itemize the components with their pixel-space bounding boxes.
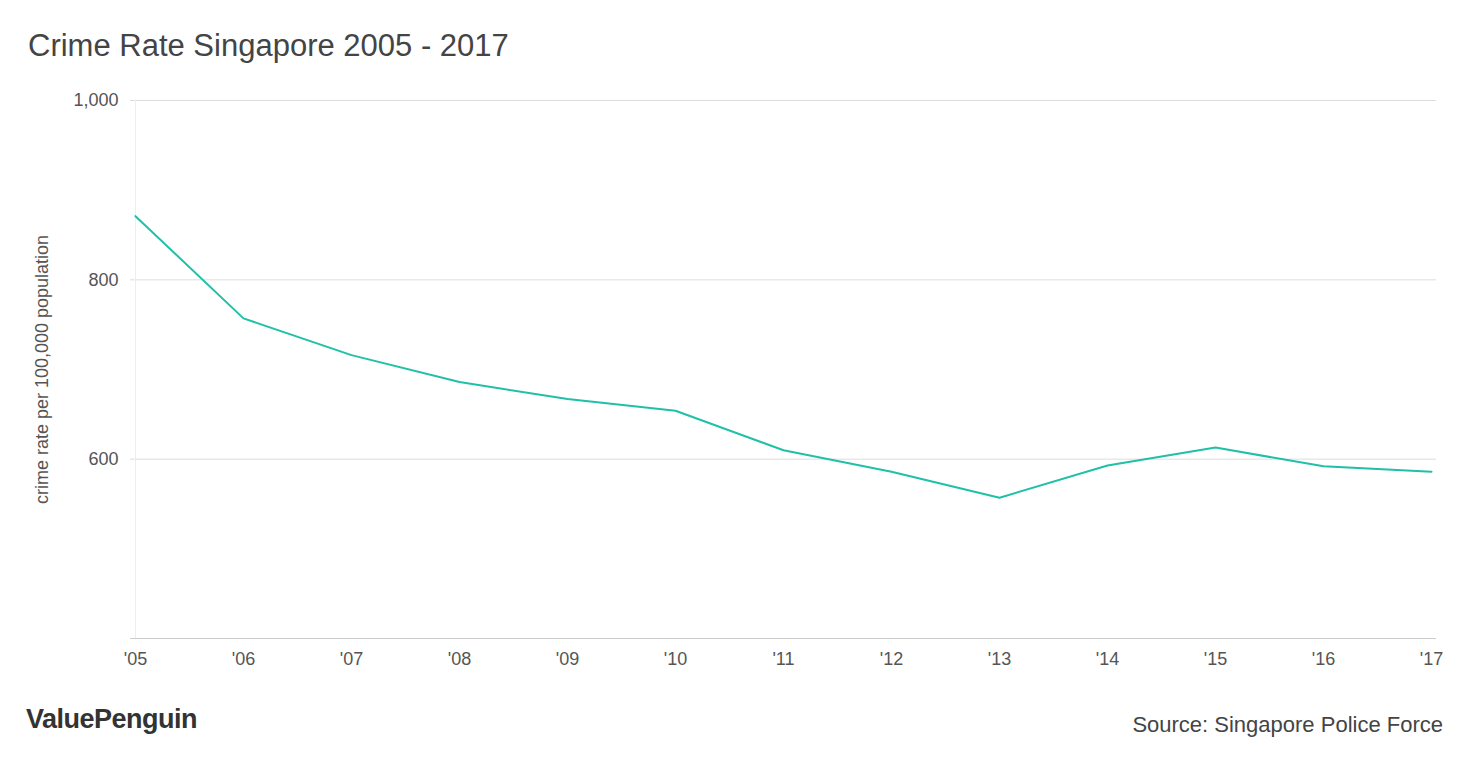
svg-text:'15: '15 — [1204, 649, 1227, 669]
svg-text:600: 600 — [88, 449, 118, 469]
svg-text:'05: '05 — [124, 649, 147, 669]
svg-text:'09: '09 — [556, 649, 579, 669]
svg-text:'14: '14 — [1096, 649, 1119, 669]
svg-text:'16: '16 — [1312, 649, 1335, 669]
html-text:Source: Singapore Police Force: Source: Singapore Police Force — [1132, 712, 1443, 737]
svg-text:800: 800 — [88, 270, 118, 290]
svg-text:'17: '17 — [1420, 649, 1443, 669]
svg-text:'10: '10 — [664, 649, 687, 669]
svg-text:'12: '12 — [880, 649, 903, 669]
svg-text:crime rate per 100,000 populat: crime rate per 100,000 population — [32, 235, 52, 504]
svg-text:'13: '13 — [988, 649, 1011, 669]
svg-text:1,000: 1,000 — [73, 90, 118, 110]
svg-text:'11: '11 — [772, 649, 794, 669]
html-text:ValuePenguin: ValuePenguin — [26, 704, 197, 734]
svg-text:'08: '08 — [448, 649, 471, 669]
svg-text:'07: '07 — [340, 649, 363, 669]
svg-text:'06: '06 — [232, 649, 255, 669]
html-text:Crime Rate Singapore 2005 - 20: Crime Rate Singapore 2005 - 2017 — [28, 28, 509, 63]
